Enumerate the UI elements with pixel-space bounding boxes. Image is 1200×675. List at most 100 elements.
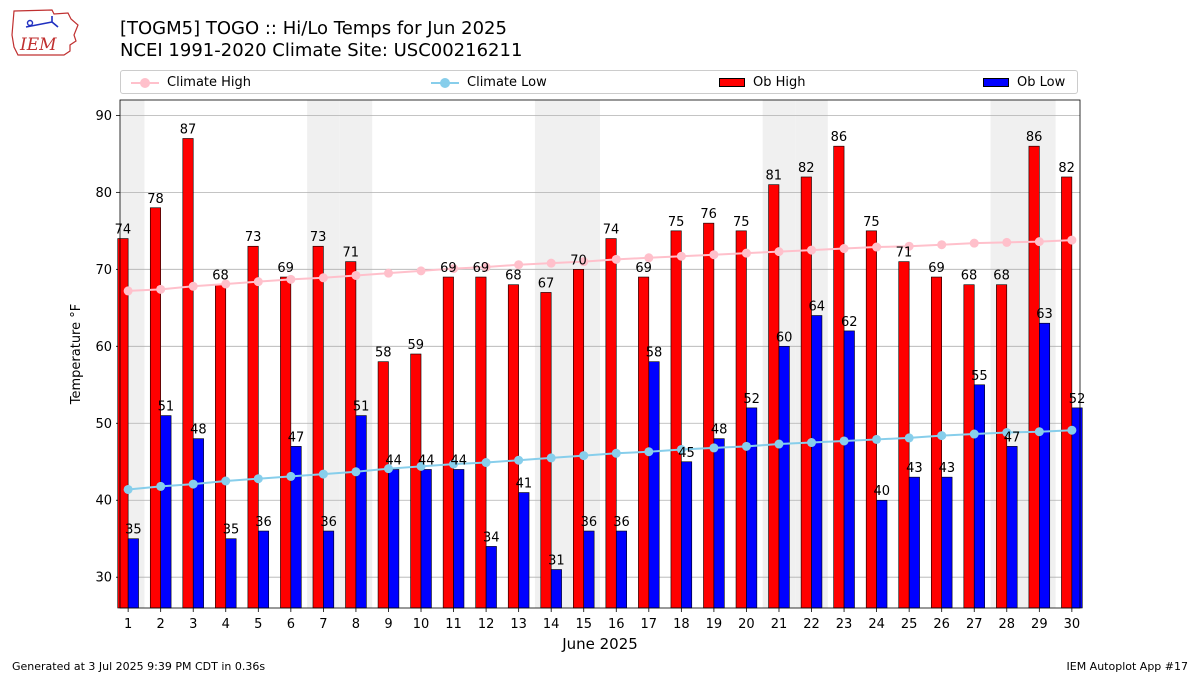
y-tick-label: 50 xyxy=(95,417,112,432)
climate-low-point xyxy=(449,459,459,469)
climate-high-point xyxy=(579,257,589,267)
climate-low-point xyxy=(286,471,296,481)
x-tick-label: 7 xyxy=(319,617,327,632)
x-tick-label: 23 xyxy=(836,617,853,632)
ob-low-bar xyxy=(713,438,725,609)
ob-high-data-label: 86 xyxy=(1026,130,1043,145)
climate-low-point xyxy=(1034,427,1044,437)
ob-low-data-label: 36 xyxy=(255,515,272,530)
ob-low-data-label: 51 xyxy=(158,400,175,415)
climate-low-point xyxy=(253,474,263,484)
ob-low-bar xyxy=(453,469,465,609)
climate-low-point xyxy=(123,484,133,494)
ob-low-data-label: 35 xyxy=(125,523,142,538)
y-tick-label: 90 xyxy=(95,109,112,124)
climate-high-point xyxy=(937,240,947,250)
x-tick-label: 16 xyxy=(608,617,625,632)
x-tick-label: 30 xyxy=(1064,617,1081,632)
ob-high-bar xyxy=(410,353,422,609)
x-tick-label: 24 xyxy=(868,617,885,632)
ob-low-bar xyxy=(355,415,367,609)
ob-low-bar xyxy=(225,538,237,609)
ob-low-data-label: 64 xyxy=(808,300,825,315)
ob-low-data-label: 43 xyxy=(939,461,956,476)
y-tick-label: 40 xyxy=(95,494,112,509)
ob-high-bar xyxy=(475,276,487,609)
climate-low-point xyxy=(1002,428,1012,438)
x-tick-label: 15 xyxy=(575,617,592,632)
ob-high-data-label: 69 xyxy=(277,261,294,276)
ob-high-bar xyxy=(605,238,617,609)
y-tick-label: 60 xyxy=(95,340,112,355)
climate-high-point xyxy=(188,281,198,291)
ob-low-bar xyxy=(550,569,562,609)
ob-high-bar xyxy=(149,207,161,609)
ob-low-bar xyxy=(420,469,432,609)
ob-high-data-label: 58 xyxy=(375,346,392,361)
x-tick-label: 13 xyxy=(510,617,527,632)
ob-high-data-label: 73 xyxy=(310,230,327,245)
y-tick-label: 70 xyxy=(95,263,112,278)
climate-high-point xyxy=(676,251,686,261)
climate-low-point xyxy=(611,448,621,458)
ob-low-data-label: 35 xyxy=(223,523,240,538)
ob-high-data-label: 82 xyxy=(1058,161,1075,176)
legend-label-climate-high: Climate High xyxy=(167,75,252,90)
x-tick-label: 2 xyxy=(157,617,165,632)
ob-high-bar xyxy=(670,230,682,609)
weekend-band xyxy=(120,100,145,608)
legend-label-ob-low: Ob Low xyxy=(1017,75,1066,90)
climate-low-point xyxy=(904,433,914,443)
ob-high-data-label: 87 xyxy=(180,122,197,137)
climate-high-point xyxy=(253,277,263,287)
ob-high-data-label: 67 xyxy=(538,276,555,291)
ob-low-data-label: 48 xyxy=(190,423,207,438)
x-tick-label: 9 xyxy=(384,617,392,632)
climate-low-point xyxy=(156,481,166,491)
ob-high-data-label: 75 xyxy=(668,215,685,230)
x-tick-label: 3 xyxy=(189,617,197,632)
ob-low-data-label: 48 xyxy=(711,423,728,438)
climate-high-point xyxy=(514,260,524,270)
ob-high-data-label: 82 xyxy=(798,161,815,176)
ob-high-data-label: 75 xyxy=(863,215,880,230)
legend-item-ob-low: Ob Low xyxy=(983,74,1065,91)
ob-high-bar xyxy=(540,292,552,609)
ob-high-bar xyxy=(442,276,454,609)
weekend-band xyxy=(534,100,568,608)
ob-low-bar xyxy=(160,415,172,609)
ob-low-bar xyxy=(681,461,693,609)
climate-low-point xyxy=(741,441,751,451)
climate-low-point xyxy=(709,443,719,453)
ob-low-bar xyxy=(1039,322,1051,609)
ob-low-data-label: 36 xyxy=(613,515,630,530)
ob-high-bar xyxy=(963,284,975,609)
climate-low-point xyxy=(774,439,784,449)
ob-low-data-label: 36 xyxy=(581,515,598,530)
climate-low-line xyxy=(128,429,1072,491)
ob-high-bar xyxy=(735,230,747,609)
climate-low-point xyxy=(318,469,328,479)
climate-low-point xyxy=(546,453,556,463)
climate-high-point xyxy=(546,258,556,268)
iem-logo: IEM xyxy=(11,9,79,56)
y-axis-label: Temperature °F xyxy=(69,304,84,405)
ob-low-data-label: 44 xyxy=(450,453,467,468)
climate-high-swatch xyxy=(131,77,159,89)
climate-high-point xyxy=(123,286,133,296)
ob-low-bar xyxy=(615,530,627,609)
y-tick-label: 80 xyxy=(95,186,112,201)
ob-high-data-label: 59 xyxy=(408,338,425,353)
ob-low-bar xyxy=(941,476,953,609)
legend-label-ob-high: Ob High xyxy=(753,75,806,90)
ob-low-bar xyxy=(290,446,302,609)
climate-high-point xyxy=(1034,237,1044,247)
climate-high-point xyxy=(1067,235,1077,245)
climate-low-swatch xyxy=(431,77,459,89)
ob-high-bar xyxy=(312,245,324,609)
ob-high-data-label: 73 xyxy=(245,230,262,245)
ob-low-data-label: 34 xyxy=(483,530,500,545)
ob-low-bar xyxy=(258,530,270,609)
weekend-band xyxy=(1023,100,1056,608)
ob-low-bar xyxy=(518,492,530,609)
